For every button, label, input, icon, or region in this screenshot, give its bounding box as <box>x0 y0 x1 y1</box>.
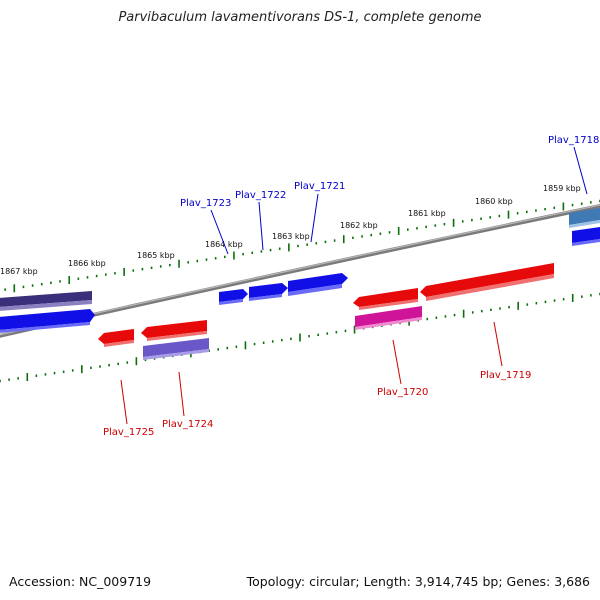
gene-feature[interactable] <box>569 208 600 228</box>
gene-feature[interactable] <box>249 283 288 301</box>
scale-label: 1862 kbp <box>340 221 378 230</box>
scale-label: 1863 kbp <box>272 232 310 241</box>
gene-feature[interactable] <box>219 289 248 305</box>
gene-label-plav-1722[interactable]: Plav_1722 <box>235 190 286 201</box>
gene-feature[interactable] <box>420 263 554 301</box>
scale-label: 1859 kbp <box>543 184 581 193</box>
gene-label-plav-1725[interactable]: Plav_1725 <box>103 427 154 438</box>
gene-label-plav-1719[interactable]: Plav_1719 <box>480 370 531 381</box>
reverse-features <box>98 263 554 360</box>
gene-label-plav-1718[interactable]: Plav_1718 <box>548 135 599 146</box>
gene-feature[interactable] <box>355 306 422 330</box>
scale-label: 1861 kbp <box>408 209 446 218</box>
genome-title: Parvibaculum lavamentivorans DS-1, compl… <box>118 10 482 25</box>
scale-label: 1860 kbp <box>475 197 513 206</box>
gene-feature[interactable] <box>288 273 348 296</box>
gene-feature[interactable] <box>0 309 95 333</box>
forward-scale-ticks <box>4 199 600 293</box>
gene-label-plav-1724[interactable]: Plav_1724 <box>162 419 213 430</box>
reverse-scale-ticks <box>0 292 600 383</box>
accession-text: Accession: NC_009719 <box>9 574 152 589</box>
topology-text: Topology: circular; Length: 3,914,745 bp… <box>246 574 590 589</box>
gene-feature[interactable] <box>143 338 209 360</box>
gene-feature[interactable] <box>98 329 134 347</box>
gene-label-plav-1721[interactable]: Plav_1721 <box>294 181 345 192</box>
gene-feature[interactable] <box>572 227 600 246</box>
gene-label-plav-1720[interactable]: Plav_1720 <box>377 387 428 398</box>
gene-feature[interactable] <box>0 291 92 311</box>
gene-feature[interactable] <box>141 320 207 341</box>
scale-label: 1865 kbp <box>137 251 175 260</box>
scale-label: 1867 kbp <box>0 267 38 276</box>
gene-label-plav-1723[interactable]: Plav_1723 <box>180 198 231 209</box>
forward-features <box>0 208 600 333</box>
reverse-leader-lines <box>120 321 503 425</box>
forward-leader-lines <box>210 146 588 255</box>
gene-feature[interactable] <box>353 288 418 310</box>
scale-label: 1866 kbp <box>68 259 106 268</box>
